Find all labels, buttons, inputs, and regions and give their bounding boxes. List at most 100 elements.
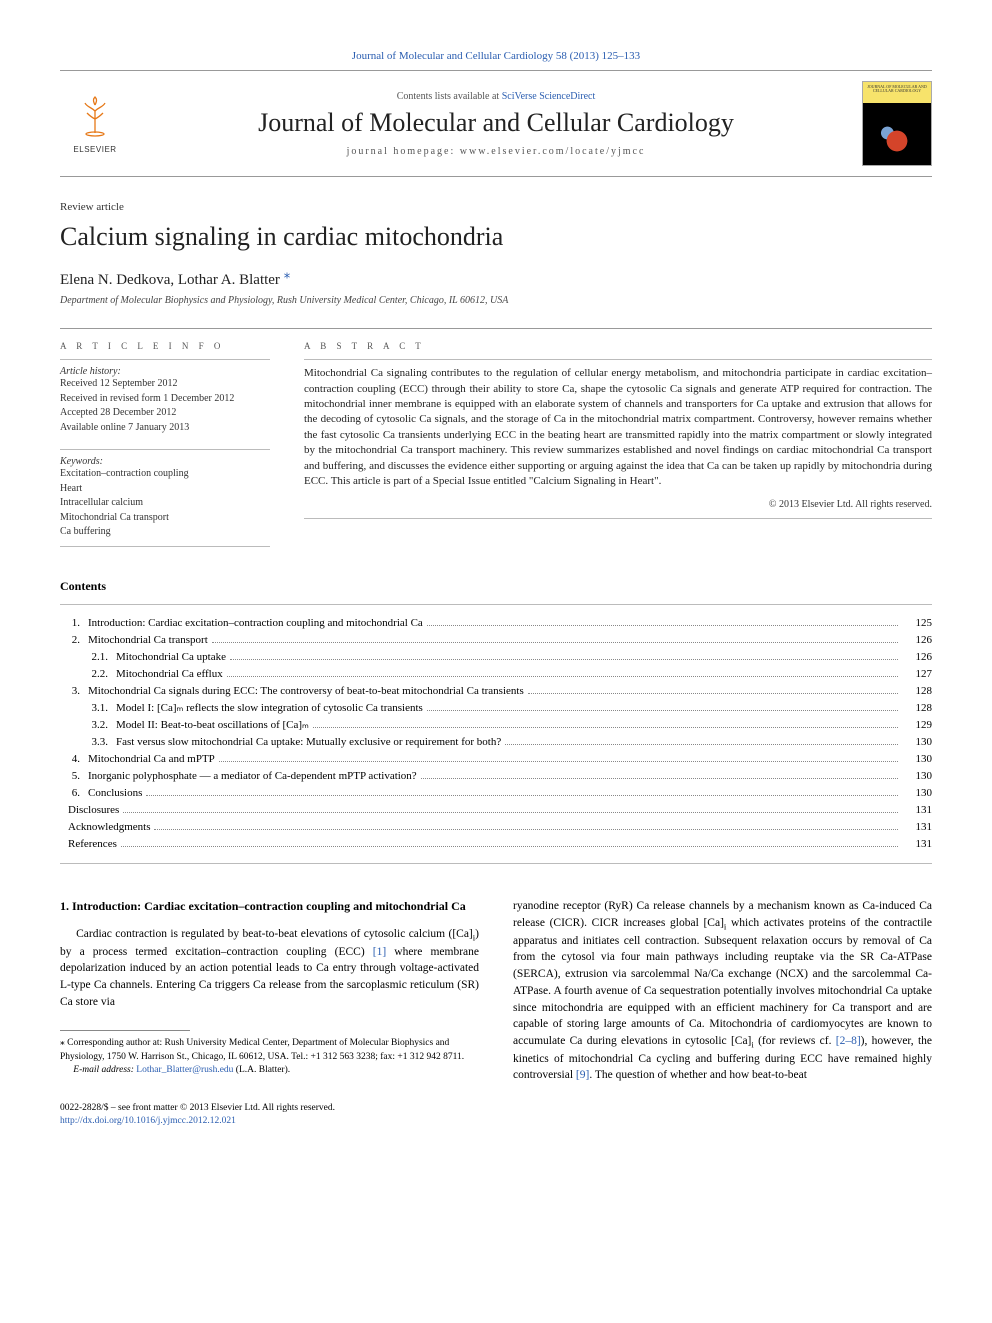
toc-label: References [68,836,117,853]
ref-link[interactable]: [2–8] [836,1035,861,1047]
toc-row[interactable]: 3.Mitochondrial Ca signals during ECC: T… [60,683,932,700]
toc-leader-dots [154,829,898,830]
toc-number: 2.1. [60,649,116,666]
masthead-center: Contents lists available at SciVerse Sci… [146,91,846,157]
body-two-column: 1. Introduction: Cardiac excitation–cont… [60,898,932,1084]
toc-page: 130 [902,751,932,768]
toc-leader-dots [123,812,898,813]
toc-label: Mitochondrial Ca uptake [116,649,226,666]
toc-number: 3.2. [60,717,116,734]
toc-number: 1. [60,615,88,632]
cover-thumb-label: JOURNAL OF MOLECULAR AND CELLULAR CARDIO… [866,85,928,94]
toc-leader-dots [146,795,898,796]
doi-link[interactable]: http://dx.doi.org/10.1016/j.yjmcc.2012.1… [60,1116,236,1126]
ref-link[interactable]: [1] [373,946,386,958]
toc-number: 4. [60,751,88,768]
body-left-paragraph: Cardiac contraction is regulated by beat… [60,926,479,1010]
homepage-url: www.elsevier.com/locate/yjmcc [460,146,646,157]
toc-label: Mitochondrial Ca and mPTP [88,751,215,768]
toc-row[interactable]: 2.1.Mitochondrial Ca uptake 126 [60,649,932,666]
email-suffix: (L.A. Blatter). [233,1065,290,1075]
table-of-contents: 1.Introduction: Cardiac excitation–contr… [60,604,932,865]
toc-leader-dots [427,710,898,711]
footer-left: 0022-2828/$ – see front matter © 2013 El… [60,1102,335,1129]
contents-available-line: Contents lists available at SciVerse Sci… [146,91,846,102]
toc-number: 2.2. [60,666,116,683]
keywords-block: Keywords: Excitation–contraction couplin… [60,449,270,540]
toc-number: 3. [60,683,88,700]
toc-page: 131 [902,802,932,819]
toc-number: 3.3. [60,734,116,751]
article-title: Calcium signaling in cardiac mitochondri… [60,221,932,252]
abstract-rule-top [304,359,932,360]
toc-leader-dots [121,846,898,847]
toc-label: Introduction: Cardiac excitation–contrac… [88,615,423,632]
toc-row[interactable]: 3.2.Model II: Beat-to-beat oscillations … [60,717,932,734]
toc-row[interactable]: 3.1.Model I: [Ca]ₘ reflects the slow int… [60,700,932,717]
body-right-paragraph: ryanodine receptor (RyR) Ca release chan… [513,898,932,1084]
toc-row[interactable]: Disclosures131 [60,802,932,819]
article-info-label: A R T I C L E I N F O [60,341,270,351]
author-names: Elena N. Dedkova, Lothar A. Blatter [60,272,284,288]
email-link[interactable]: Lothar_Blatter@rush.edu [136,1065,233,1075]
toc-label: Conclusions [88,785,142,802]
toc-leader-dots [219,761,898,762]
toc-label: Mitochondrial Ca signals during ECC: The… [88,683,524,700]
keyword: Intracellular calcium [60,496,270,511]
affiliation: Department of Molecular Biophysics and P… [60,295,932,306]
keyword: Excitation–contraction coupling [60,467,270,482]
keywords-label: Keywords: [60,456,270,467]
body-text: Cardiac contraction is regulated by beat… [76,928,473,940]
page-footer: 0022-2828/$ – see front matter © 2013 El… [60,1102,932,1129]
history-revised: Received in revised form 1 December 2012 [60,392,270,407]
toc-label: Inorganic polyphosphate — a mediator of … [88,768,417,785]
keyword: Heart [60,482,270,497]
toc-label: Model I: [Ca]ₘ reflects the slow integra… [116,700,423,717]
toc-row[interactable]: 4.Mitochondrial Ca and mPTP 130 [60,751,932,768]
toc-page: 129 [902,717,932,734]
toc-row[interactable]: References 131 [60,836,932,853]
homepage-prefix: journal homepage: [347,146,460,157]
abstract-column: A B S T R A C T Mitochondrial Ca signali… [304,341,932,553]
ref-link[interactable]: [9] [576,1069,589,1081]
body-text: (for reviews cf. [754,1035,836,1047]
toc-row[interactable]: 1.Introduction: Cardiac excitation–contr… [60,615,932,632]
toc-label: Fast versus slow mitochondrial Ca uptake… [116,734,501,751]
toc-label: Acknowledgments [68,819,150,836]
toc-row[interactable]: Acknowledgments131 [60,819,932,836]
toc-row[interactable]: 6.Conclusions130 [60,785,932,802]
info-abstract-row: A R T I C L E I N F O Article history: R… [60,328,932,553]
abstract-label: A B S T R A C T [304,341,932,351]
toc-label: Mitochondrial Ca transport [88,632,208,649]
toc-row[interactable]: 2.2.Mitochondrial Ca efflux127 [60,666,932,683]
publisher-name: ELSEVIER [73,145,116,154]
corresponding-author-mark[interactable]: ⁎ [284,266,291,281]
history-accepted: Accepted 28 December 2012 [60,406,270,421]
toc-leader-dots [505,744,898,745]
keyword: Ca buffering [60,525,270,540]
toc-row[interactable]: 3.3.Fast versus slow mitochondrial Ca up… [60,734,932,751]
toc-label: Mitochondrial Ca efflux [116,666,223,683]
publisher-logo: ELSEVIER [60,89,130,159]
toc-page: 126 [902,649,932,666]
toc-leader-dots [313,727,898,728]
issn-line: 0022-2828/$ – see front matter © 2013 El… [60,1102,335,1115]
toc-page: 131 [902,836,932,853]
journal-homepage-line: journal homepage: www.elsevier.com/locat… [146,146,846,157]
sciencedirect-link[interactable]: SciVerse ScienceDirect [502,91,596,102]
masthead: ELSEVIER Contents lists available at Sci… [60,70,932,177]
toc-row[interactable]: 2.Mitochondrial Ca transport126 [60,632,932,649]
history-online: Available online 7 January 2013 [60,421,270,436]
toc-row[interactable]: 5.Inorganic polyphosphate — a mediator o… [60,768,932,785]
header-citation-link[interactable]: Journal of Molecular and Cellular Cardio… [352,50,640,62]
section-1-heading: 1. Introduction: Cardiac excitation–cont… [60,898,479,915]
abstract-copyright: © 2013 Elsevier Ltd. All rights reserved… [304,499,932,510]
toc-leader-dots [212,642,898,643]
toc-leader-dots [230,659,898,660]
body-col-left: 1. Introduction: Cardiac excitation–cont… [60,898,479,1084]
email-footnote: E-mail address: Lothar_Blatter@rush.edu … [60,1064,479,1077]
info-rule-2 [60,449,270,450]
abstract-text: Mitochondrial Ca signaling contributes t… [304,366,932,489]
abstract-rule-bottom [304,518,932,519]
toc-leader-dots [427,625,898,626]
